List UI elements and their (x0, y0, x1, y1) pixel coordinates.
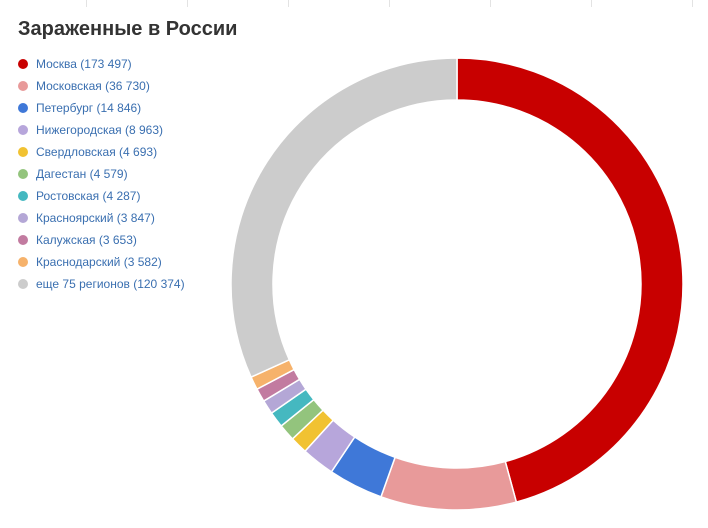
legend-swatch (18, 59, 28, 69)
donut-slice[interactable] (230, 57, 458, 379)
legend-label: Москва (173 497) (36, 57, 132, 71)
legend-label: Свердловская (4 693) (36, 145, 158, 159)
legend-item[interactable]: Красноярский (3 847) (18, 207, 185, 229)
legend-item[interactable]: Дагестан (4 579) (18, 163, 185, 185)
donut-slice[interactable] (456, 57, 684, 503)
donut-slice[interactable] (380, 456, 518, 511)
divider-tick (187, 0, 188, 7)
legend-label: еще 75 регионов (120 374) (36, 277, 185, 291)
legend-label: Московская (36 730) (36, 79, 150, 93)
legend-item[interactable]: Ростовская (4 287) (18, 185, 185, 207)
legend-swatch (18, 257, 28, 267)
chart-legend: Москва (173 497) Московская (36 730) Петер… (18, 53, 185, 295)
legend-swatch (18, 125, 28, 135)
legend-swatch (18, 191, 28, 201)
legend-label: Калужская (3 653) (36, 233, 137, 247)
divider-tick (490, 0, 491, 7)
legend-label: Краснодарский (3 582) (36, 255, 162, 269)
divider-tick (288, 0, 289, 7)
legend-swatch (18, 279, 28, 289)
legend-item[interactable]: Петербург (14 846) (18, 97, 185, 119)
legend-label: Петербург (14 846) (36, 101, 142, 115)
chart-title: Зараженные в России (18, 18, 238, 40)
legend-swatch (18, 147, 28, 157)
legend-item[interactable]: Москва (173 497) (18, 53, 185, 75)
legend-label: Дагестан (4 579) (36, 167, 128, 181)
legend-item[interactable]: Нижегородская (8 963) (18, 119, 185, 141)
legend-label: Нижегородская (8 963) (36, 123, 163, 137)
legend-item[interactable]: еще 75 регионов (120 374) (18, 273, 185, 295)
legend-swatch (18, 169, 28, 179)
legend-swatch (18, 235, 28, 245)
top-divider (0, 0, 708, 8)
divider-tick (389, 0, 390, 7)
legend-item[interactable]: Московская (36 730) (18, 75, 185, 97)
legend-item[interactable]: Краснодарский (3 582) (18, 251, 185, 273)
legend-label: Красноярский (3 847) (36, 211, 155, 225)
legend-item[interactable]: Калужская (3 653) (18, 229, 185, 251)
legend-swatch (18, 103, 28, 113)
legend-swatch (18, 81, 28, 91)
divider-tick (591, 0, 592, 7)
divider-tick (86, 0, 87, 7)
legend-item[interactable]: Свердловская (4 693) (18, 141, 185, 163)
legend-swatch (18, 213, 28, 223)
legend-label: Ростовская (4 287) (36, 189, 141, 203)
divider-tick (692, 0, 693, 7)
